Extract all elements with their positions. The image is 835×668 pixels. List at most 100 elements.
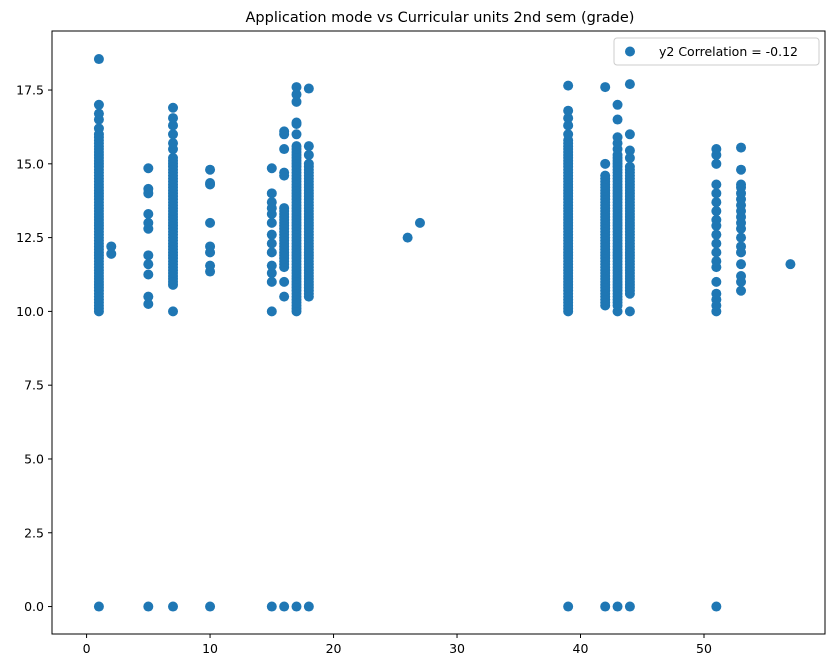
data-point [736,232,747,243]
data-point [711,206,722,217]
data-point [266,229,277,240]
data-point [279,291,290,302]
data-point [143,217,154,228]
data-point [168,138,179,149]
data-point [291,96,302,107]
data-point [736,259,747,270]
data-point [279,276,290,287]
data-point [612,601,623,612]
data-point [143,269,154,280]
data-point [205,241,216,252]
data-point [711,179,722,190]
legend-box [613,37,820,66]
data-point [143,291,154,302]
data-point [266,217,277,228]
data-point [279,601,290,612]
data-point [266,601,277,612]
data-point [303,83,314,94]
x-tick-label: 30 [449,641,465,656]
data-point [624,145,635,156]
data-point [143,299,154,310]
data-point [93,123,104,134]
data-point [168,120,179,131]
data-point [785,259,796,270]
data-point [303,141,314,152]
data-point [266,247,277,258]
data-point [711,144,722,155]
data-point [168,152,179,163]
data-point [93,108,104,119]
data-point [711,276,722,287]
data-point [291,117,302,128]
data-point [291,141,302,152]
y-tick-label: 10.0 [16,304,44,319]
data-point [205,601,216,612]
y-tick-label: 2.5 [24,525,44,540]
data-point [143,601,154,612]
x-tick-label: 0 [83,641,91,656]
y-tick-label: 7.5 [24,378,44,393]
plot-frame [51,30,826,635]
data-point [143,259,154,270]
data-point [624,601,635,612]
legend: y2 Correlation = -0.12 [613,37,820,66]
data-point [612,99,623,110]
data-point [291,129,302,140]
y-tick-label: 17.5 [16,83,44,98]
data-point [143,209,154,219]
data-point [205,217,216,228]
data-point [736,270,747,281]
data-point [612,132,623,143]
data-point [303,149,314,160]
data-point [612,114,623,125]
data-point [266,268,277,279]
data-point [600,82,611,93]
data-point [711,214,722,225]
data-point [303,601,314,612]
y-tick-label: 12.5 [16,230,44,245]
legend-label: y2 Correlation = -0.12 [659,44,798,59]
data-point [624,161,635,172]
y-tick-label: 15.0 [16,156,44,171]
data-point [711,601,722,612]
data-point [402,232,413,243]
y-axis: 0.0 2.5 5.0 7.5 10.0 12.5 15.0 17.5 [16,83,52,614]
x-tick-label: 40 [573,641,589,656]
data-point [736,142,747,153]
x-tick-label: 20 [326,641,342,656]
data-point [563,120,574,131]
data-point [266,238,277,249]
data-point [414,217,425,228]
data-point [279,167,290,178]
data-point [624,129,635,140]
data-point [168,102,179,113]
legend-marker [625,46,635,57]
data-point [143,163,154,174]
data-point [711,197,722,208]
data-point [291,601,302,612]
data-point [279,126,290,137]
data-point [205,260,216,271]
data-point [563,129,574,140]
data-point [624,152,635,163]
y-tick-label: 0.0 [24,599,44,614]
data-point [711,247,722,258]
x-tick-label: 50 [696,641,712,656]
data-point [711,158,722,169]
x-tick-label: 10 [202,641,218,656]
data-point [563,601,574,612]
data-point [279,144,290,155]
data-point [291,82,302,93]
data-point [168,306,179,317]
data-point [736,164,747,175]
data-point [93,601,104,612]
data-point [93,54,104,65]
data-point [711,238,722,249]
data-point [600,158,611,169]
data-point [106,248,117,259]
data-point [711,188,722,199]
data-point [168,113,179,124]
data-point [168,129,179,140]
data-point [266,163,277,174]
data-point [266,188,277,199]
